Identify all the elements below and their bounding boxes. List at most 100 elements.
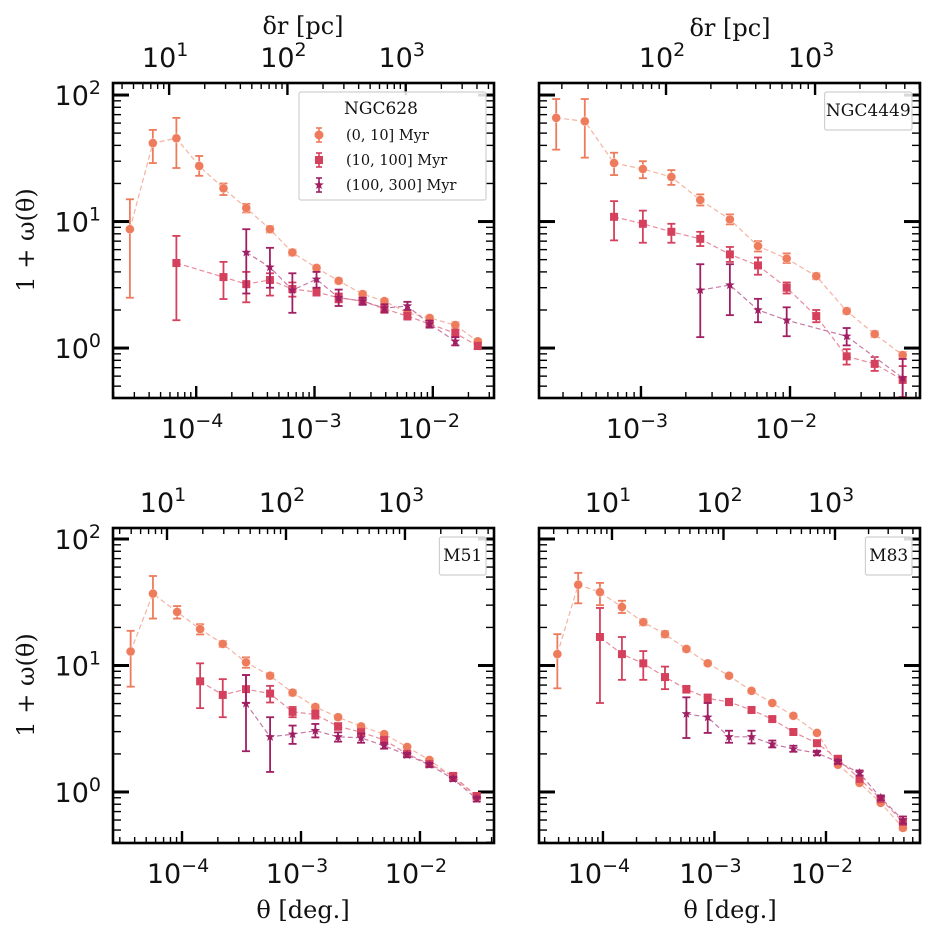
legend: NGC4449 xyxy=(823,91,913,131)
data-point-square xyxy=(667,227,676,236)
series-circle xyxy=(552,571,908,833)
y-tick-label: 100 xyxy=(55,330,101,365)
panel-ngc4449: NGC4449 10−3 10−2 102 103 xyxy=(537,39,922,445)
data-point-square xyxy=(724,697,733,706)
top-x-tick-label: 102 xyxy=(260,39,306,74)
series-line xyxy=(245,251,456,342)
data-point-circle xyxy=(450,320,461,330)
y-tick-label: 102 xyxy=(55,77,101,112)
data-point-circle xyxy=(753,241,763,251)
data-point-star xyxy=(788,743,799,753)
legend-title: NGC628 xyxy=(344,99,418,119)
data-point-star xyxy=(898,815,908,825)
data-point-star xyxy=(695,285,706,295)
data-point-square xyxy=(660,673,669,682)
ticks xyxy=(539,528,920,844)
legend: M51 xyxy=(438,536,487,576)
data-point-star xyxy=(333,292,344,302)
data-point-circle xyxy=(595,587,605,597)
data-point-circle xyxy=(265,670,275,681)
series-star xyxy=(241,674,482,804)
y-tick-label: 102 xyxy=(55,521,101,556)
data-point-square xyxy=(266,689,275,698)
data-point-circle xyxy=(551,113,561,123)
data-point-circle xyxy=(781,253,792,264)
data-point-square xyxy=(610,212,619,221)
top-x-tick-label: 102 xyxy=(639,39,685,74)
data-point-star xyxy=(402,750,412,760)
top-x-tick-label: 101 xyxy=(585,484,631,519)
legend: M83 xyxy=(864,536,913,576)
legend-title: M51 xyxy=(443,546,482,566)
legend-label: (10, 100] Myr xyxy=(346,153,447,169)
top-xlabel-right: δr [pc] xyxy=(689,14,770,42)
data-point-square xyxy=(219,273,228,282)
data-point-star xyxy=(753,304,763,315)
data-point-square xyxy=(703,694,712,703)
legend-frame xyxy=(298,91,487,201)
data-point-star xyxy=(897,373,908,383)
data-point-square xyxy=(725,250,734,259)
data-point-circle xyxy=(287,247,298,258)
xlabel-left: θ [deg.] xyxy=(256,896,349,924)
data-point-square xyxy=(380,735,389,744)
panel-ngc628: NGC628 (0, 10] Myr (10, 100] Myr (100, 300]… xyxy=(55,39,496,445)
data-point-circle xyxy=(609,158,619,168)
legend-label: (100, 300] Myr xyxy=(346,178,457,194)
data-point-square xyxy=(812,739,821,748)
series-line xyxy=(245,703,478,800)
legend-star-marker xyxy=(314,180,324,190)
top-x-tick-label: 101 xyxy=(142,39,188,74)
data-point-square xyxy=(638,219,647,228)
x-tick-label: 10−2 xyxy=(755,410,817,445)
data-point-star xyxy=(725,280,735,290)
series-square xyxy=(610,200,907,398)
data-point-square xyxy=(682,685,691,694)
data-point-star xyxy=(833,756,843,766)
panel-m51: M51 10−4 10−3 10−2 100 101 102 101 102 103 xyxy=(55,484,496,890)
data-point-square xyxy=(754,261,763,270)
data-point-square xyxy=(218,690,227,699)
data-point-circle xyxy=(241,657,251,668)
series-square xyxy=(595,607,907,826)
data-point-star xyxy=(681,708,692,718)
legend-frame xyxy=(438,536,487,576)
data-point-square xyxy=(311,710,320,719)
data-point-star xyxy=(450,336,461,346)
data-point-circle xyxy=(724,670,734,681)
data-point-star xyxy=(702,712,713,722)
data xyxy=(552,571,908,833)
data-point-star xyxy=(424,759,435,769)
legend: NGC628 (0, 10] Myr (10, 100] Myr (100, 300]… xyxy=(298,91,487,201)
data-point-square xyxy=(768,715,777,724)
data-point-circle xyxy=(812,728,822,738)
data-point-circle xyxy=(148,138,158,148)
series-square xyxy=(172,235,482,351)
top-x-tick-label: 102 xyxy=(696,484,742,519)
data-point-square xyxy=(334,722,343,731)
data-point-star xyxy=(424,318,435,329)
data-point-square xyxy=(403,312,412,321)
data-point-circle xyxy=(869,329,880,339)
data-point-star xyxy=(746,731,757,741)
data-point-star xyxy=(241,698,251,708)
ylabel-top: 1 + ω(θ) xyxy=(12,188,40,291)
series-star xyxy=(241,228,461,347)
data-point-star xyxy=(265,262,275,272)
axes-frame xyxy=(537,526,922,845)
data-point-circle xyxy=(148,588,158,599)
series-star xyxy=(681,696,908,825)
data-point-square xyxy=(288,707,297,716)
top-x-tick-label: 103 xyxy=(379,39,425,74)
data-point-circle xyxy=(194,161,205,171)
legend-circle-marker xyxy=(314,130,324,140)
top-x-tick-label: 102 xyxy=(259,484,305,519)
panel-m83: M83 10−4 10−3 10−2 101 102 103 xyxy=(537,484,922,890)
data-point-circle xyxy=(666,172,677,182)
data-point-square xyxy=(595,632,604,641)
data-point-circle xyxy=(171,133,182,144)
data-point-square xyxy=(842,352,851,361)
legend-title: M83 xyxy=(869,546,908,566)
data-point-circle xyxy=(172,607,182,617)
